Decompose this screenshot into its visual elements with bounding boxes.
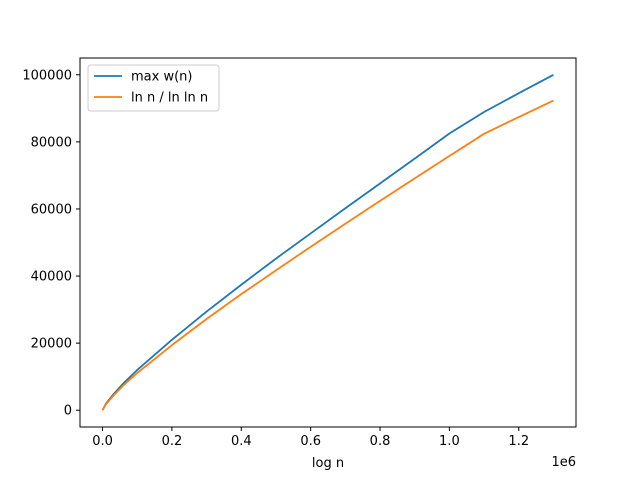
x-tick-label: 0.4 (231, 434, 252, 449)
y-tick-label: 80000 (31, 135, 72, 150)
y-tick-label: 60000 (31, 202, 72, 217)
x-tick-label: 0.0 (92, 434, 113, 449)
legend: max w(n) ln n / ln ln n (87, 64, 220, 112)
series-line-1 (101, 73, 554, 411)
x-axis-label: log n (312, 456, 344, 471)
x-tick-label: 1.0 (439, 434, 460, 449)
x-axis-offset-label: 1e6 (551, 455, 576, 470)
plot-area (80, 58, 576, 427)
x-tick-label: 0.8 (370, 434, 391, 449)
legend-label-2: ln n / ln ln n (131, 91, 208, 106)
legend-label-1: max w(n) (131, 70, 192, 85)
series-layer (101, 73, 554, 411)
x-tick-label: 0.6 (300, 434, 321, 449)
x-tick-label: 0.2 (162, 434, 183, 449)
y-tick-label: 20000 (31, 337, 72, 352)
y-tick-label: 100000 (22, 68, 72, 83)
y-axis: 0 20000 40000 60000 80000 100000 (22, 68, 80, 419)
y-tick-label: 0 (64, 404, 72, 419)
plot-frame (79, 57, 577, 428)
x-tick-label: 1.2 (508, 434, 529, 449)
series-line-2 (101, 99, 554, 411)
x-axis: 0.0 0.2 0.4 0.6 0.8 1.0 1.2 (92, 427, 529, 449)
y-tick-label: 40000 (31, 270, 72, 285)
